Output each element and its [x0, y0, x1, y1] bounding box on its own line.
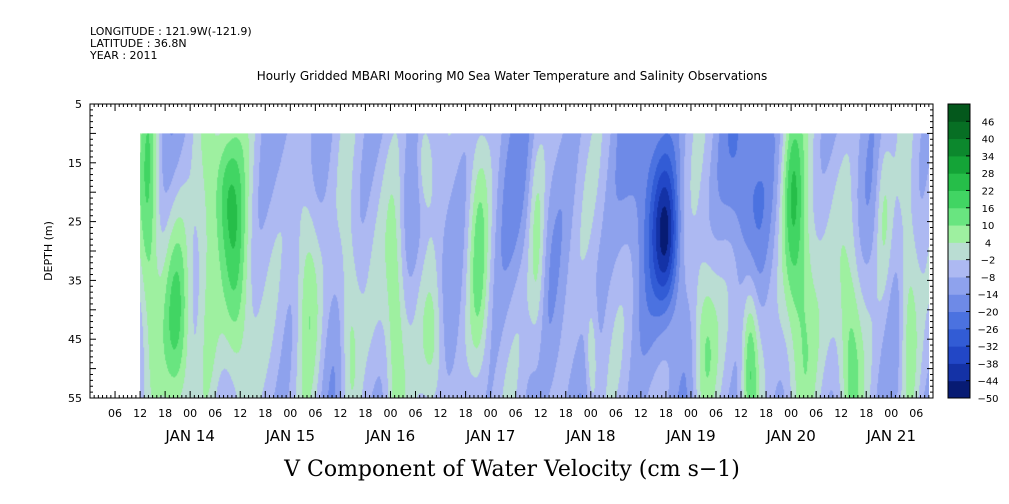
x-hour-label: 12: [834, 407, 848, 420]
x-hour-label: 00: [584, 407, 598, 420]
colorbar-bin: [948, 259, 970, 278]
colorbar-bin: [948, 138, 970, 157]
colorbar-bin: [948, 328, 970, 347]
x-hour-label: 12: [233, 407, 247, 420]
plot-area: 5 15 25 35 45 55 06 12 18 00 06 12 18 00 06 12 18 00 06 12…: [68, 98, 934, 445]
colorbar-bin: [948, 294, 970, 313]
x-day-label: JAN 17: [465, 427, 516, 445]
y-axis-title: DEPTH (m): [42, 221, 55, 281]
y-axis: 5 15 25 35 45 55: [68, 98, 933, 405]
colorbar-bin: [948, 276, 970, 295]
colorbar-label: −8: [981, 273, 996, 284]
x-hour-label: 18: [559, 407, 573, 420]
colorbar-label: −20: [977, 308, 998, 319]
colorbar-label: 16: [982, 204, 995, 215]
colorbar-label: −2: [981, 256, 996, 267]
colorbar-bin: [948, 104, 970, 122]
x-hour-label: 06: [609, 407, 623, 420]
x-hour-label: 18: [158, 407, 172, 420]
colorbar-label: −50: [977, 394, 998, 405]
x-axis: 06 12 18 00 06 12 18 00 06 12 18 00 06 12 18 00 06 12 18 00…: [89, 104, 934, 445]
x-day-label: JAN 16: [365, 427, 416, 445]
y-tick-label: 35: [68, 274, 82, 287]
colorbar-bin: [948, 311, 970, 330]
colorbar-label: 40: [982, 135, 995, 146]
x-hour-label: 06: [809, 407, 823, 420]
x-day-label: JAN 18: [565, 427, 616, 445]
x-hour-label: 06: [108, 407, 122, 420]
x-day-label: JAN 20: [765, 427, 816, 445]
colorbar-bin: [948, 346, 970, 364]
x-hour-label: 18: [759, 407, 773, 420]
colorbar-label: 46: [982, 117, 995, 128]
colorbar-label: −44: [977, 377, 998, 388]
x-hour-label: 06: [208, 407, 222, 420]
x-day-label: JAN 15: [265, 427, 316, 445]
x-hour-label: 00: [684, 407, 698, 420]
colorbar-label: −38: [977, 359, 998, 370]
colorbar-label: 28: [982, 169, 995, 180]
x-hour-label: 18: [459, 407, 473, 420]
colorbar-bin: [948, 225, 970, 243]
y-tick-label: 45: [68, 333, 82, 346]
x-hour-label: 18: [258, 407, 272, 420]
header-metadata: LONGITUDE : 121.9W(-121.9) LATITUDE : 36…: [89, 25, 252, 62]
colorbar-label: 4: [985, 238, 991, 249]
colorbar-bin: [948, 155, 970, 174]
colorbar-bin: [948, 121, 970, 140]
x-hour-label: 00: [784, 407, 798, 420]
y-tick-label: 5: [75, 98, 82, 111]
colorbar: 46 40 34 28 22 16 10 4 −2 −8 −14 −20 −26 −32 −38 −44 −50: [947, 103, 999, 405]
chart-title: Hourly Gridded MBARI Mooring M0 Sea Wate…: [257, 69, 768, 83]
x-hour-label: 12: [534, 407, 548, 420]
colorbar-bin: [948, 173, 970, 191]
x-hour-label: 06: [509, 407, 523, 420]
x-hour-label: 00: [183, 407, 197, 420]
x-hour-label: 12: [333, 407, 347, 420]
heatmap-field: [140, 133, 930, 399]
x-hour-label: 06: [409, 407, 423, 420]
colorbar-bin: [948, 380, 970, 399]
colorbar-bin: [948, 363, 970, 382]
x-axis-title: V Component of Water Velocity (cm s−1): [283, 457, 740, 482]
colorbar-label: 10: [982, 221, 995, 232]
colorbar-label: 22: [982, 186, 995, 197]
colorbar-label: 34: [982, 152, 995, 163]
y-tick-label: 25: [68, 216, 82, 229]
x-hour-label: 00: [884, 407, 898, 420]
x-day-label: JAN 21: [866, 427, 917, 445]
x-hour-label: 12: [634, 407, 648, 420]
colorbar-label: −32: [977, 342, 998, 353]
latitude-label: LATITUDE : 36.8N: [90, 37, 187, 50]
x-hour-label: 00: [283, 407, 297, 420]
x-hour-label: 18: [859, 407, 873, 420]
colorbar-bin: [948, 207, 970, 226]
colorbar-bin: [948, 242, 970, 261]
colorbar-frame: [947, 103, 971, 399]
x-hour-label: 18: [659, 407, 673, 420]
x-hour-label: 18: [358, 407, 372, 420]
colorbar-label: −26: [977, 325, 998, 336]
x-hour-label: 06: [709, 407, 723, 420]
x-hour-label: 12: [734, 407, 748, 420]
x-hour-label: 06: [909, 407, 923, 420]
x-hour-label: 06: [308, 407, 322, 420]
x-hour-label: 00: [383, 407, 397, 420]
y-tick-label: 55: [68, 392, 82, 405]
x-hour-label: 12: [434, 407, 448, 420]
colorbar-bin: [948, 190, 970, 209]
x-hour-label: 00: [484, 407, 498, 420]
year-label: YEAR : 2011: [89, 49, 158, 62]
x-day-label: JAN 14: [164, 427, 215, 445]
colorbar-label: −14: [977, 290, 998, 301]
x-hour-label: 12: [133, 407, 147, 420]
y-tick-label: 15: [68, 157, 82, 170]
longitude-label: LONGITUDE : 121.9W(-121.9): [90, 25, 252, 38]
x-day-label: JAN 19: [665, 427, 716, 445]
